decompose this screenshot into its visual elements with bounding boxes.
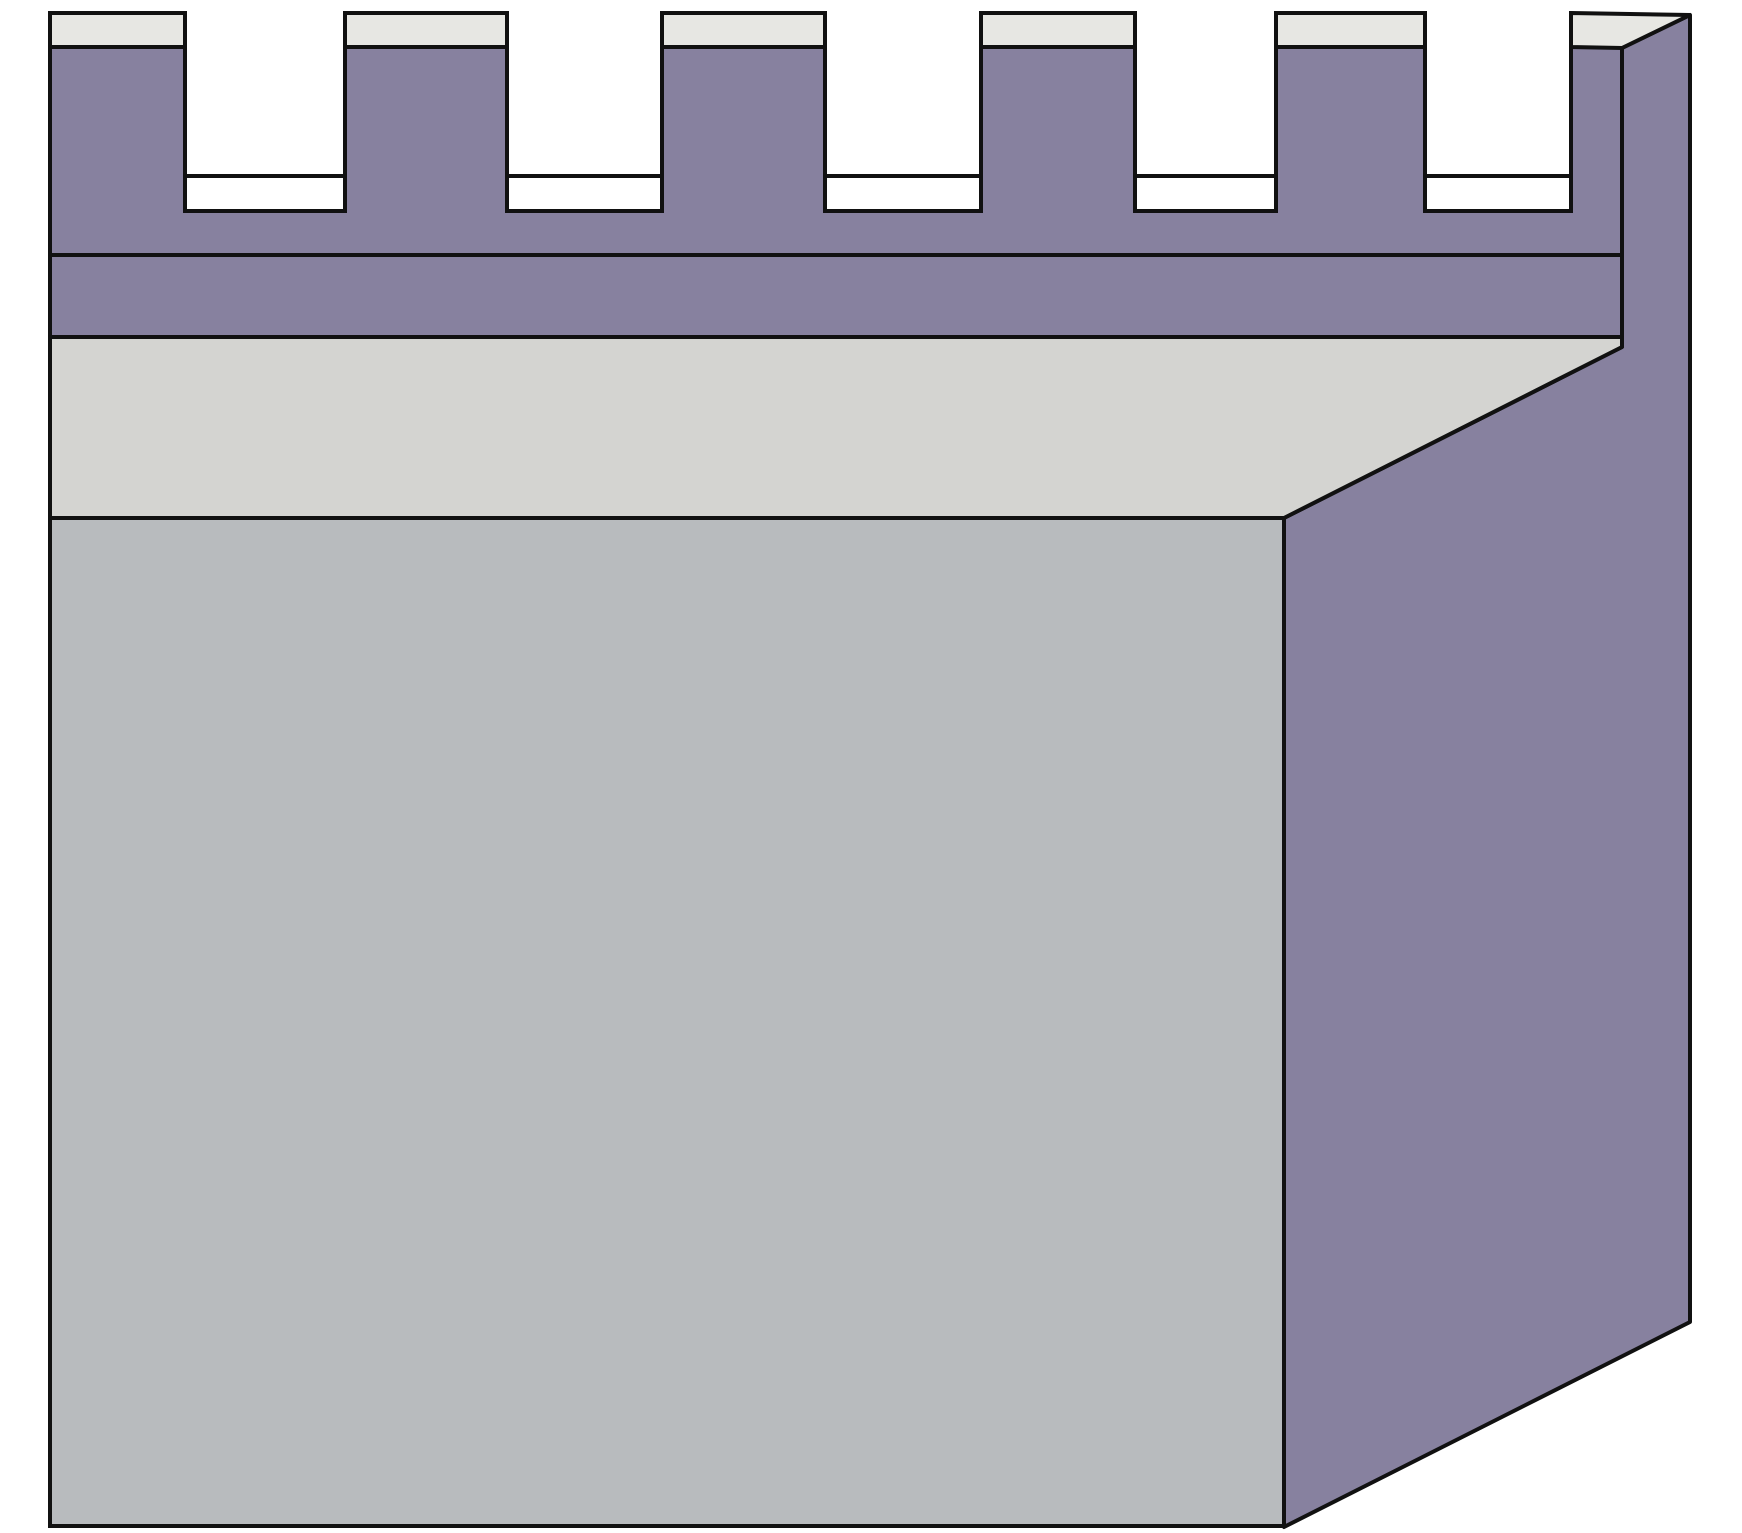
merlon-cap [979,11,1137,49]
wall-top-ledge [48,335,1624,520]
merlon-cap [343,11,509,49]
merlon-cap [48,11,187,49]
merlon-cap [1274,11,1427,49]
merlon-cap [660,11,827,49]
merlon-caps [48,10,1691,51]
merlon-cap [1569,10,1691,51]
wall-front-face [48,516,1286,1528]
